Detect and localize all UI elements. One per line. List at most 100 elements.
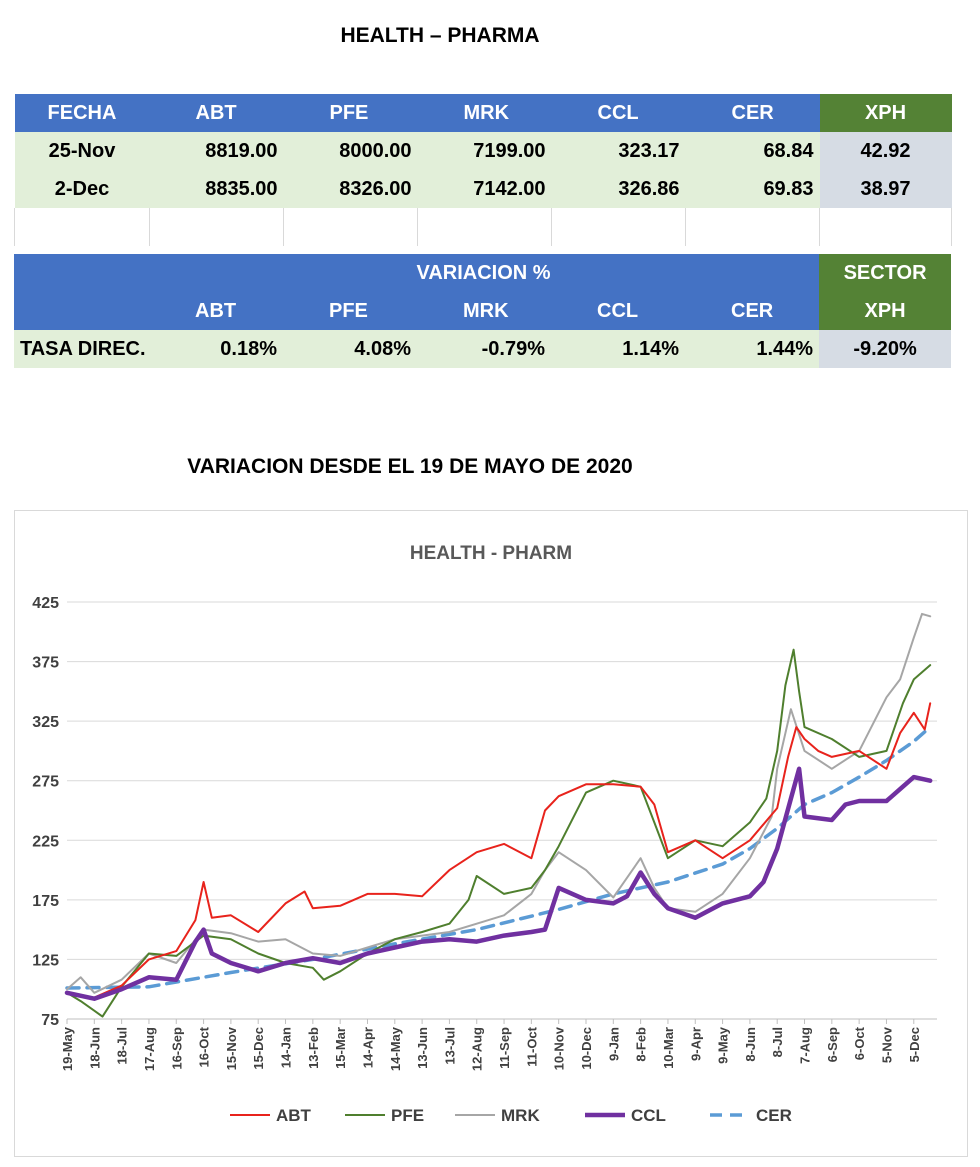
x-tick-label: 8-Jul (770, 1027, 785, 1057)
x-tick-label: 6-Oct (852, 1026, 867, 1060)
variacion-header: VARIACION % (14, 254, 820, 292)
price-table-header: FECHA ABT PFE MRK CCL CER XPH (14, 94, 952, 132)
col-header: CCL (551, 94, 686, 132)
y-tick-label: 425 (32, 595, 59, 612)
col-header: XPH (819, 94, 952, 132)
table-cell: 8326.00 (283, 170, 418, 208)
series-line-ccl (64, 766, 933, 1001)
x-tick-label: 6-Sep (825, 1027, 840, 1062)
table-cell: 69.83 (685, 170, 820, 208)
table-row: TASA DIREC. 0.18% 4.08% -0.79% 1.14% 1.4… (14, 330, 952, 368)
y-tick-label: 225 (32, 833, 59, 850)
table-row: 2-Dec 8835.00 8326.00 7142.00 326.86 69.… (14, 170, 952, 208)
x-tick-label: 15-Mar (333, 1027, 348, 1069)
table-cell: 323.17 (551, 132, 686, 170)
col-header (14, 292, 149, 330)
table-row: 25-Nov 8819.00 8000.00 7199.00 323.17 68… (14, 132, 952, 170)
x-tick-label: 13-Feb (306, 1027, 321, 1069)
y-tick-label: 125 (32, 952, 59, 969)
legend-label: CCL (631, 1106, 666, 1125)
x-tick-label: 11-Oct (524, 1026, 539, 1066)
x-tick-label: 13-Jul (442, 1027, 457, 1065)
x-tick-label: 14-Jan (279, 1027, 294, 1068)
col-header: ABT (149, 94, 284, 132)
x-tick-label: 10-Nov (552, 1026, 567, 1070)
x-tick-label: 14-May (388, 1026, 403, 1071)
table-cell: 1.44% (685, 330, 820, 368)
col-header: XPH (819, 292, 952, 330)
col-header: CER (685, 292, 820, 330)
x-tick-label: 9-Apr (688, 1027, 703, 1061)
col-header: MRK (417, 292, 551, 330)
x-tick-label: 17-Aug (142, 1027, 157, 1071)
x-tick-label: 5-Dec (907, 1027, 922, 1062)
table-cell: -0.79% (417, 330, 551, 368)
sector-header: SECTOR (819, 254, 952, 292)
x-tick-label: 9-Jan (606, 1027, 621, 1061)
x-tick-label: 19-May (60, 1026, 75, 1071)
series-line-cer (65, 725, 932, 990)
series-line-mrk (66, 612, 932, 994)
table-cell: 25-Nov (14, 132, 150, 170)
table-cell: 7142.00 (417, 170, 552, 208)
y-tick-label: 75 (41, 1012, 59, 1029)
x-tick-label: 16-Oct (197, 1026, 212, 1067)
x-tick-label: 12-Aug (470, 1027, 485, 1071)
col-header: ABT (149, 292, 283, 330)
x-tick-label: 15-Nov (224, 1026, 239, 1070)
table-cell: 8835.00 (149, 170, 284, 208)
legend-label: CER (756, 1106, 792, 1125)
col-header: CER (685, 94, 820, 132)
table-cell: 8819.00 (149, 132, 284, 170)
table-cell: 68.84 (685, 132, 820, 170)
table-cell: 7199.00 (417, 132, 552, 170)
y-tick-label: 325 (32, 714, 59, 731)
col-header: MRK (417, 94, 552, 132)
price-table: FECHA ABT PFE MRK CCL CER XPH 25-Nov 881… (14, 94, 952, 246)
table-cell: 8000.00 (283, 132, 418, 170)
x-tick-label: 15-Dec (251, 1027, 266, 1070)
page-title: HEALTH – PHARMA (340, 24, 540, 47)
series-line-abt (66, 702, 932, 999)
table-cell: 1.14% (551, 330, 685, 368)
x-tick-label: 5-Nov (879, 1026, 894, 1063)
table-cell: 38.97 (819, 170, 952, 208)
col-header: PFE (283, 94, 418, 132)
variation-table-header: ABT PFE MRK CCL CER XPH (14, 292, 952, 330)
table-spacer-row (14, 208, 952, 246)
x-tick-label: 8-Feb (634, 1027, 649, 1062)
legend-label: PFE (391, 1106, 424, 1125)
variation-table: VARIACION % SECTOR ABT PFE MRK CCL CER X… (14, 254, 952, 368)
y-tick-label: 275 (32, 774, 59, 791)
table-cell: TASA DIREC. (14, 330, 149, 368)
col-header: PFE (283, 292, 417, 330)
x-tick-label: 16-Sep (169, 1027, 184, 1070)
col-header: FECHA (14, 94, 150, 132)
x-tick-label: 8-Jun (743, 1027, 758, 1062)
series-line-pfe (66, 648, 932, 1018)
col-header: CCL (551, 292, 685, 330)
table-cell: 2-Dec (14, 170, 150, 208)
x-tick-label: 18-Jun (87, 1027, 102, 1069)
x-tick-label: 11-Sep (497, 1027, 512, 1069)
y-tick-label: 375 (32, 655, 59, 672)
x-tick-label: 7-Aug (798, 1027, 813, 1064)
table-cell: 42.92 (819, 132, 952, 170)
chart-section-title: VARIACION DESDE EL 19 DE MAYO DE 2020 (187, 455, 633, 478)
table-cell: -9.20% (819, 330, 952, 368)
x-tick-label: 13-Jun (415, 1027, 430, 1069)
table-cell: 4.08% (283, 330, 417, 368)
table-cell: 326.86 (551, 170, 686, 208)
line-chart: HEALTH - PHARM 75 125 175 225 275 325 375 425 19-… (32, 543, 937, 1125)
x-tick-label: 10-Dec (579, 1027, 594, 1070)
x-tick-label: 14-Apr (360, 1027, 375, 1068)
chart-container: HEALTH - PHARM 75 125 175 225 275 325 375 425 19-… (14, 510, 968, 1157)
x-tick-label: 9-May (716, 1026, 731, 1064)
legend-label: ABT (276, 1106, 312, 1125)
legend-label: MRK (501, 1106, 540, 1125)
table-cell: 0.18% (149, 330, 283, 368)
y-tick-label: 175 (32, 893, 59, 910)
variation-table-title-row: VARIACION % SECTOR (14, 254, 952, 292)
chart-title: HEALTH - PHARM (410, 543, 572, 564)
x-tick-label: 10-Mar (661, 1027, 676, 1069)
